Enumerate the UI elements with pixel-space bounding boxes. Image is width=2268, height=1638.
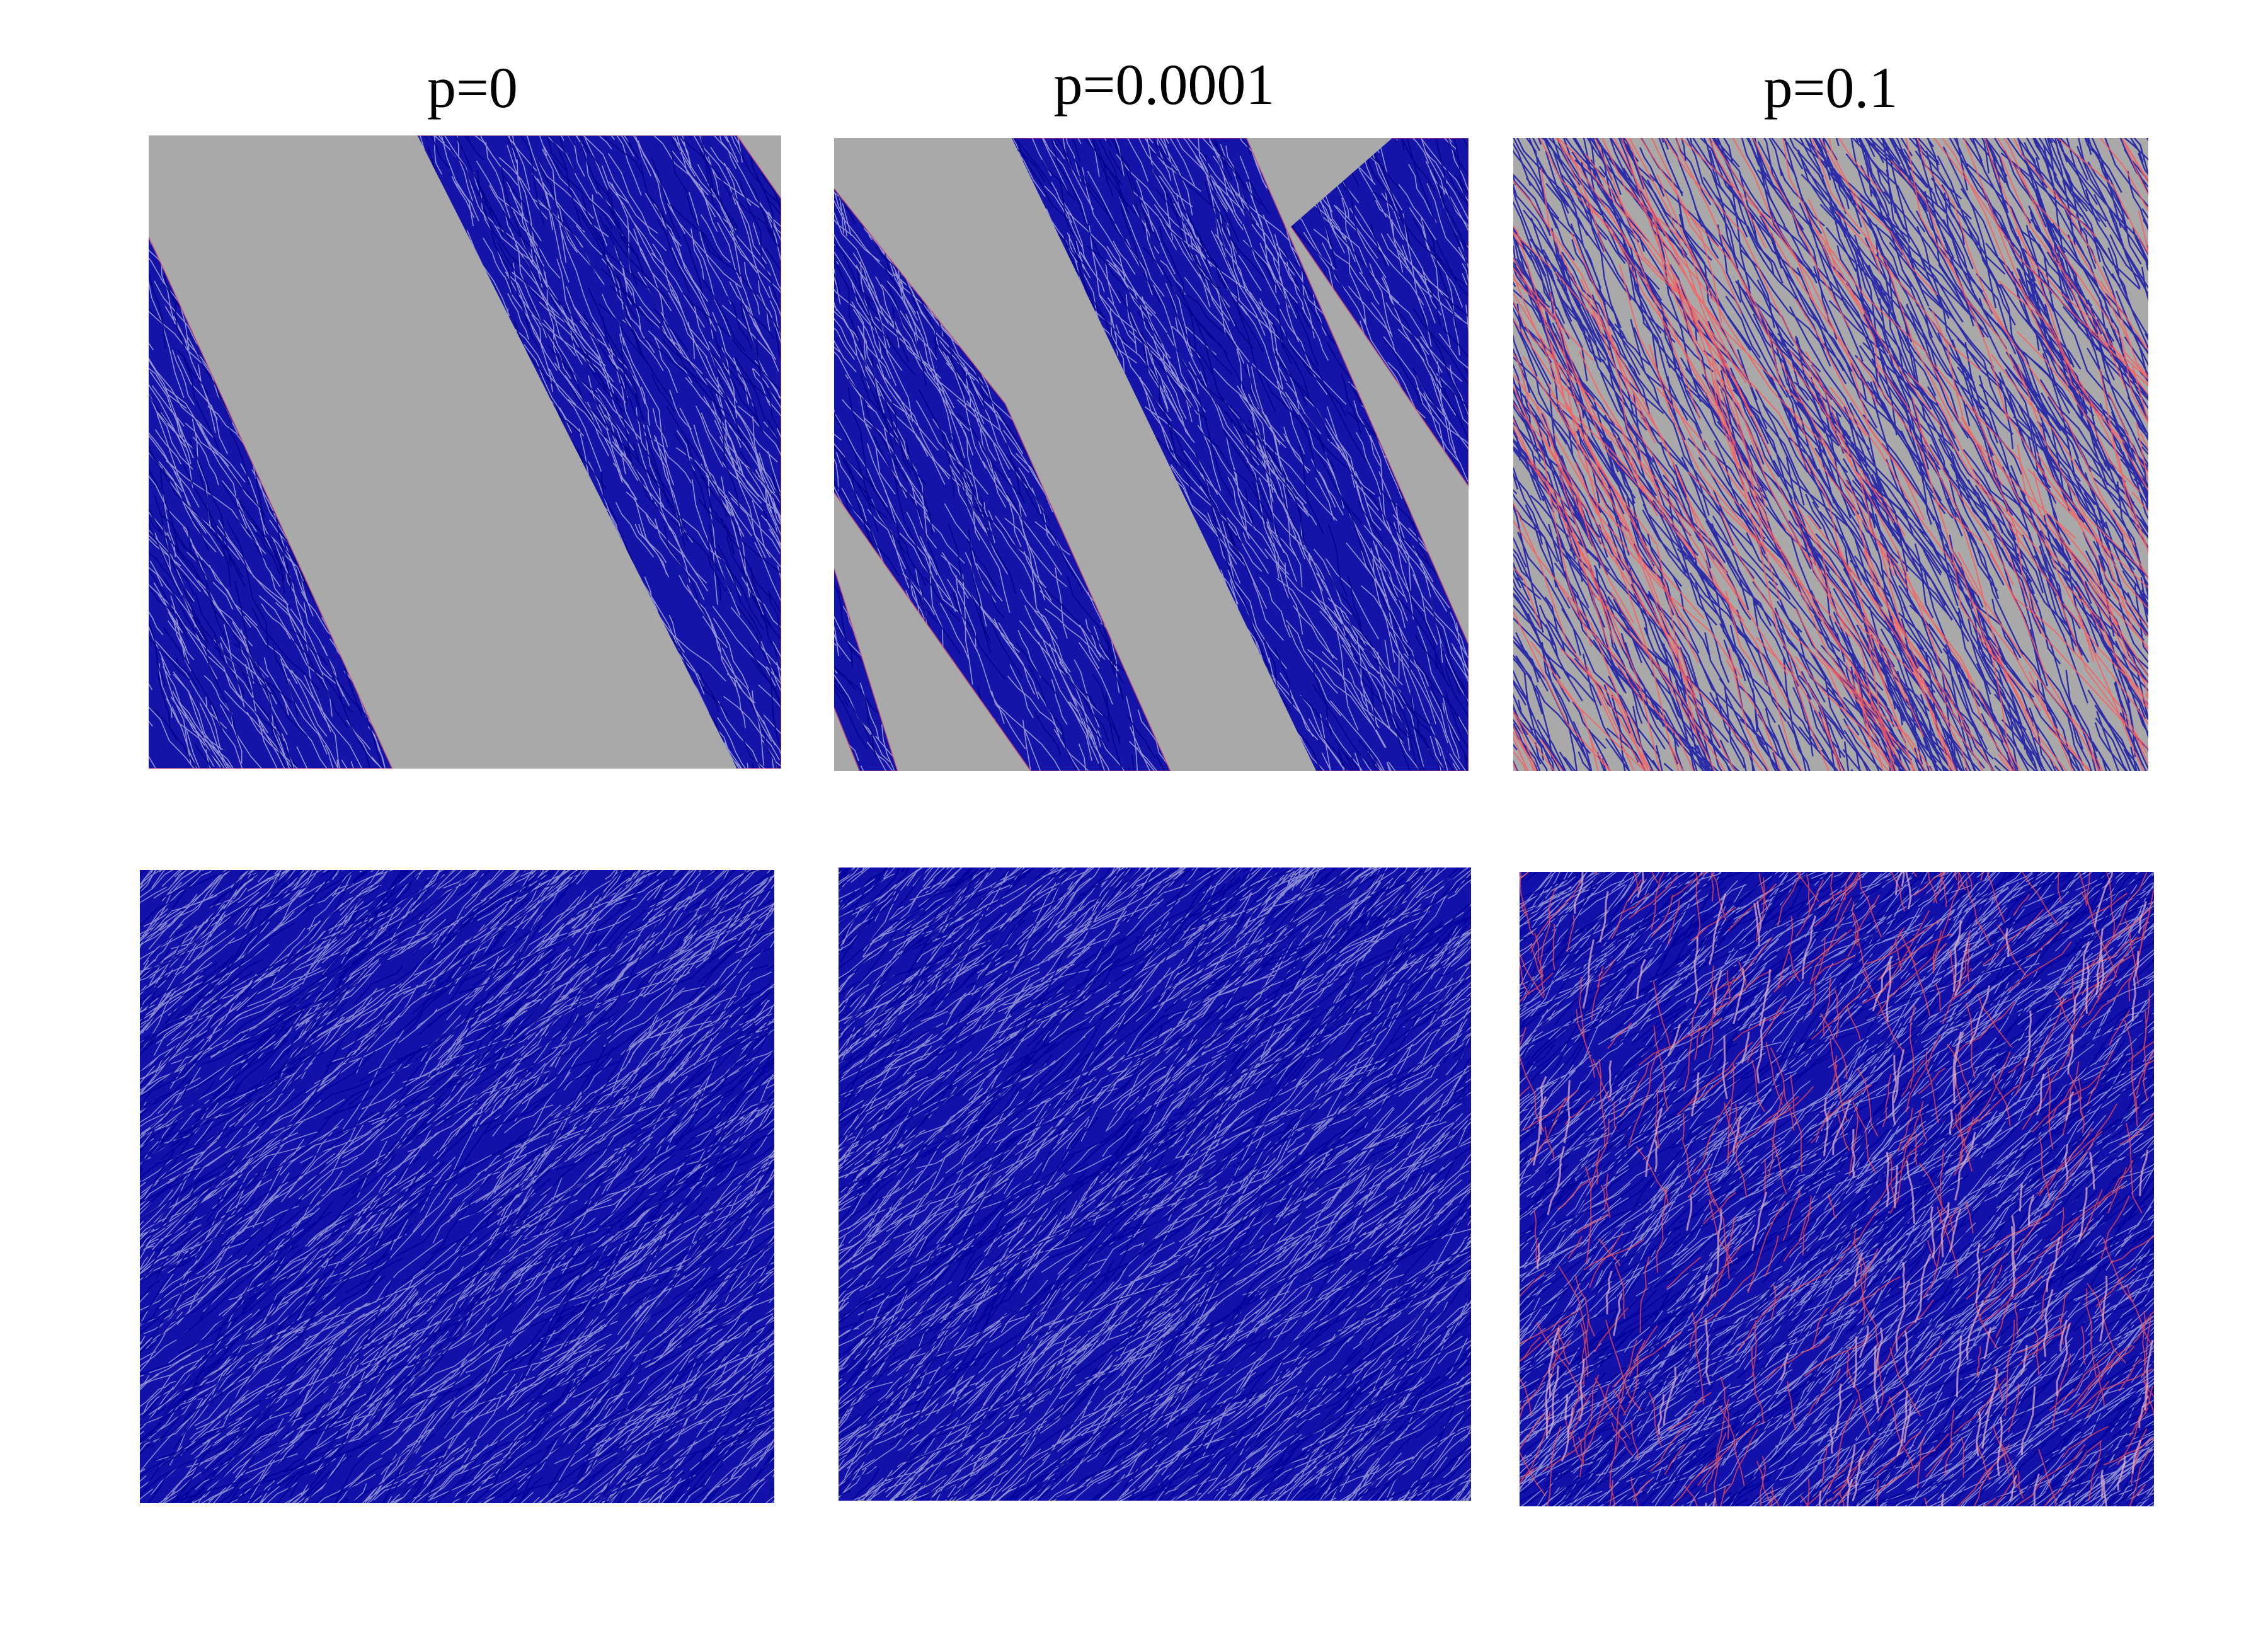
panel-title: p=0.0001	[1054, 52, 1275, 117]
diagram-panel	[834, 138, 1469, 771]
band-edge	[834, 568, 898, 771]
texture-streaks	[140, 870, 774, 1503]
band-edge	[149, 236, 393, 769]
panel-title: p=0	[427, 55, 518, 120]
diagram-panel	[839, 868, 1471, 1501]
band-edge	[834, 188, 1171, 771]
texture-streaks	[1513, 138, 2148, 771]
texture-streaks	[1532, 872, 2154, 1506]
texture-streaks	[1513, 138, 2148, 771]
texture-streaks	[839, 868, 1471, 1501]
band-edge	[1290, 138, 1469, 488]
diagram-panel	[149, 135, 781, 769]
diagram-panel	[1520, 872, 2154, 1506]
texture-streaks	[1520, 872, 2154, 1506]
diagram-panel	[140, 870, 774, 1503]
diagram-panel	[1513, 138, 2148, 771]
panel-title: p=0.1	[1764, 55, 1898, 120]
texture-streaks	[839, 868, 1471, 1501]
texture-streaks	[140, 870, 774, 1503]
